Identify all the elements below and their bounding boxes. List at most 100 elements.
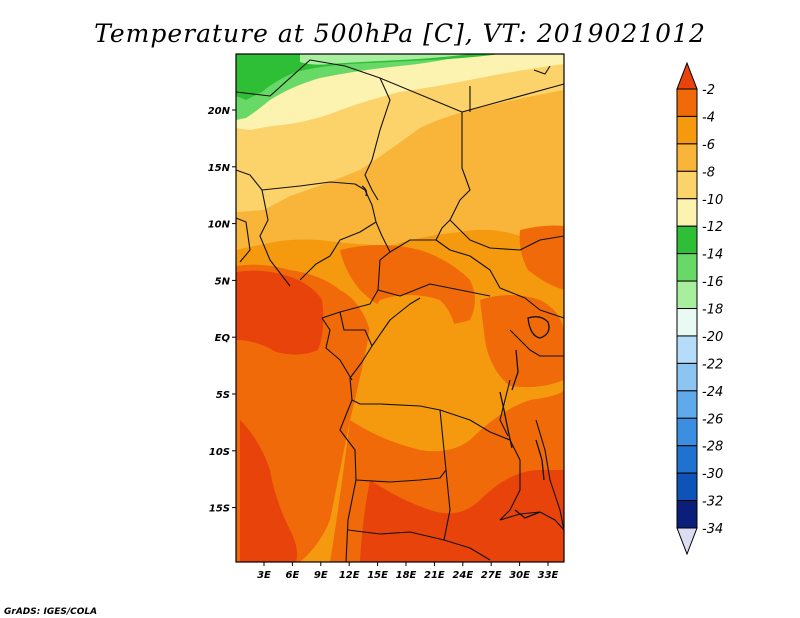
colorbar-label: -2 xyxy=(702,83,715,98)
colorbar-swatch xyxy=(676,225,698,255)
border-sudan-southsudan xyxy=(449,219,565,251)
colorbar-bottom-arrow xyxy=(676,527,698,556)
border-libya-niger-chad xyxy=(235,59,471,241)
lake-malawi xyxy=(535,439,545,481)
border-angola-zambia xyxy=(355,469,447,483)
border-chad-car-sudan xyxy=(389,239,501,289)
field-southwest-hot xyxy=(240,420,298,562)
colorbar-top-arrow xyxy=(676,61,698,90)
lon-tick-label: 30E xyxy=(509,570,530,581)
colorbar-label: -16 xyxy=(702,275,723,290)
lon-tick-label: 15E xyxy=(367,570,388,581)
lon-tick-label: 18E xyxy=(396,570,417,581)
colorbar-label: -32 xyxy=(702,495,723,510)
border-lake-tanganyika xyxy=(499,379,511,437)
lat-tick-label: 20N xyxy=(208,106,231,117)
lon-tick-label: 27E xyxy=(481,570,502,581)
lake-chad xyxy=(361,185,368,197)
lon-tick-label: 6E xyxy=(286,570,300,581)
colorbar-label: -28 xyxy=(702,440,723,455)
lon-tick-label: 12E xyxy=(339,570,360,581)
field-basin-cool xyxy=(367,295,456,404)
lat-tick-label: 10S xyxy=(209,447,230,458)
country-borders xyxy=(235,59,565,563)
lon-tick-label: 9E xyxy=(314,570,328,581)
lon-tick-label: 33E xyxy=(538,570,559,581)
colorbar-swatch xyxy=(676,253,698,282)
lake-victoria xyxy=(527,316,550,339)
border-congo-drc xyxy=(371,297,421,347)
lon-tick-label: 24E xyxy=(452,570,473,581)
longitude-axis: 3E 6E 9E 12E 15E 18E 21E 24E 27E 30E 33E xyxy=(257,562,559,581)
colorbar-swatch xyxy=(676,445,698,474)
border-benin xyxy=(235,217,251,263)
colorbar-swatch xyxy=(676,417,698,447)
lat-tick-label: EQ xyxy=(215,333,231,344)
colorbar-label: -18 xyxy=(702,303,723,318)
field-band-minus18 xyxy=(300,54,470,65)
colorbar-swatch xyxy=(676,88,698,117)
border-uganda-kenya xyxy=(509,329,564,357)
border-sinai xyxy=(533,65,551,75)
border-drc-tanzania-zambia xyxy=(439,409,521,521)
colorbar-label: -14 xyxy=(702,248,723,263)
border-nigeria-cameroon xyxy=(299,189,377,281)
border-gabon-coast xyxy=(321,317,353,381)
colorbar-swatch xyxy=(676,335,698,364)
border-nigeria-west xyxy=(259,189,291,287)
colorbar-label: -8 xyxy=(702,165,715,180)
lon-tick-label: 21E xyxy=(424,570,445,581)
border-drc-angola xyxy=(351,399,447,471)
border-namibia-north xyxy=(347,529,445,541)
colorbar-swatch xyxy=(676,143,698,172)
lake-albert xyxy=(511,349,519,391)
border-niger-chad xyxy=(364,77,391,201)
colorbar-swatch xyxy=(676,115,698,145)
border-libya-egypt-sudan xyxy=(461,83,565,113)
colorbar-swatch xyxy=(676,472,698,502)
colorbar-label: -34 xyxy=(702,522,723,537)
colorbar-label: -6 xyxy=(702,138,715,153)
lat-tick-label: 10N xyxy=(208,220,231,231)
border-malawi-mozambique xyxy=(535,419,565,531)
border-car-drc xyxy=(377,283,491,297)
field-southeast-hot xyxy=(360,470,564,562)
colorbar-label: -12 xyxy=(702,220,723,235)
lon-tick-label: 3E xyxy=(257,570,271,581)
colorbar: -2 -4 -6 -8 -10 -12 -14 -16 -18 -20 -22 -24 -26 -28 -3… xyxy=(676,61,723,556)
colorbar-swatch xyxy=(676,280,698,310)
lat-tick-label: 15S xyxy=(209,504,230,515)
lake-kariba xyxy=(514,509,541,519)
colorbar-label: -30 xyxy=(702,467,723,482)
colorbar-label: -20 xyxy=(702,330,723,345)
map-frame xyxy=(235,53,565,563)
lake-tanganyika xyxy=(499,391,513,449)
border-angola-coast xyxy=(339,399,357,563)
border-cameroon-car xyxy=(321,221,391,319)
border-southsudan-south xyxy=(499,287,565,319)
colorbar-label: -24 xyxy=(702,385,723,400)
colorbar-label: -4 xyxy=(702,110,715,125)
field-band-minus14 xyxy=(236,54,500,100)
lakes xyxy=(361,185,550,519)
colorbar-label: -22 xyxy=(702,357,723,372)
chart-title: Temperature at 500hPa [C], VT: 201902101… xyxy=(94,19,706,48)
lat-tick-label: 5S xyxy=(216,390,230,401)
colorbar-swatch xyxy=(676,308,698,337)
lat-tick-label: 5N xyxy=(215,276,231,287)
temperature-field xyxy=(236,54,564,562)
lat-tick-label: 15N xyxy=(208,163,231,174)
border-niger-nigeria xyxy=(235,169,366,191)
colorbar-swatch xyxy=(676,198,698,227)
field-west-hot xyxy=(236,270,324,355)
colorbar-swatch xyxy=(676,170,698,200)
grads-credit: GrADS: IGES/COLA xyxy=(4,607,97,617)
latitude-axis: 20N 15N 10N 5N EQ 5S 10S 15S xyxy=(208,106,236,515)
colorbar-swatch xyxy=(676,390,698,419)
colorbar-label: -26 xyxy=(702,412,723,427)
colorbar-swatch xyxy=(676,500,698,529)
colorbar-label: -10 xyxy=(702,193,723,208)
colorbar-swatch xyxy=(676,362,698,392)
field-northeast-warm xyxy=(519,225,564,290)
